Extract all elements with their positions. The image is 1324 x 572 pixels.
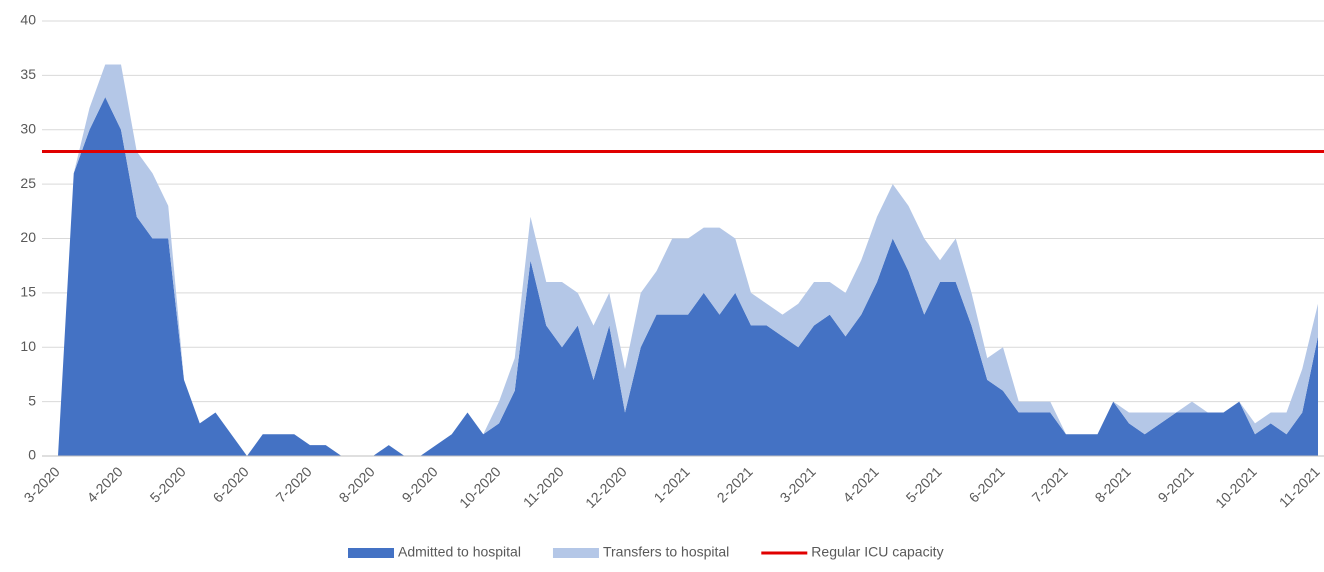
x-tick-label: 7-2020: [273, 463, 315, 505]
x-tick-label: 9-2020: [399, 463, 441, 505]
legend-swatch: [552, 548, 599, 558]
area: [58, 97, 1318, 456]
legend-swatch: [348, 548, 394, 558]
x-tick-label: 8-2021: [1092, 463, 1134, 505]
x-tick-label: 4-2020: [84, 463, 126, 505]
x-tick-label: 6-2021: [966, 463, 1008, 505]
y-tick-label: 25: [20, 175, 36, 191]
x-tick-label: 3-2021: [777, 463, 819, 505]
x-tick-label: 8-2020: [336, 463, 378, 505]
x-tick-label: 1-2021: [651, 463, 693, 505]
y-tick-label: 10: [20, 338, 36, 354]
x-tick-label: 11-2020: [520, 463, 567, 510]
x-tick-label: 5-2021: [903, 463, 945, 505]
legend-label: Transfers to hospital: [603, 544, 729, 560]
x-tick-label: 7-2021: [1029, 463, 1071, 505]
y-tick-label: 0: [28, 447, 36, 463]
x-tick-label: 6-2020: [210, 463, 252, 505]
x-tick-label: 3-2020: [21, 463, 63, 505]
x-tick-label: 12-2020: [582, 463, 630, 511]
y-tick-label: 15: [20, 284, 36, 300]
legend-label: Admitted to hospital: [398, 544, 521, 560]
y-tick-label: 20: [20, 229, 36, 245]
area: [58, 64, 1318, 456]
x-tick-label: 9-2021: [1155, 463, 1197, 505]
x-tick-label: 2-2021: [714, 463, 756, 505]
legend-label: Regular ICU capacity: [811, 544, 943, 560]
y-tick-label: 5: [28, 392, 36, 408]
y-tick-label: 30: [20, 120, 36, 136]
x-tick-label: 5-2020: [147, 463, 189, 505]
y-tick-label: 35: [20, 66, 36, 82]
x-tick-label: 10-2021: [1212, 463, 1260, 511]
y-tick-label: 40: [20, 12, 36, 28]
x-tick-label: 4-2021: [840, 463, 882, 505]
x-tick-label: 10-2020: [456, 463, 504, 511]
legend: Admitted to hospital Transfers to hospita…: [348, 544, 944, 560]
x-tick-label: 11-2021: [1276, 463, 1323, 510]
